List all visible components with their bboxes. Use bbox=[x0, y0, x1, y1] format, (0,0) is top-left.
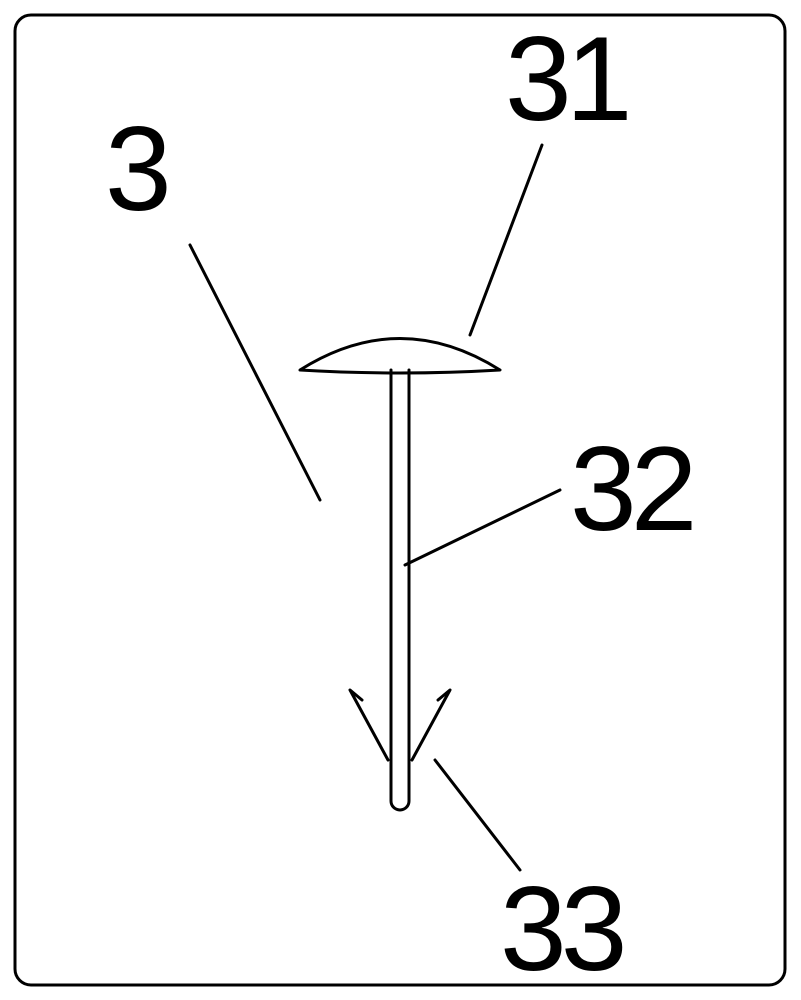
part-shaft bbox=[391, 370, 409, 810]
leader-l31 bbox=[470, 145, 542, 335]
leader-l3 bbox=[190, 245, 320, 500]
part-barb-right bbox=[412, 690, 450, 760]
part-cap bbox=[300, 339, 500, 374]
label-l33: 33 bbox=[500, 862, 623, 996]
label-l3: 3 bbox=[105, 102, 167, 236]
label-l32: 32 bbox=[570, 422, 692, 556]
label-l31: 31 bbox=[505, 12, 627, 146]
leader-l32 bbox=[405, 490, 560, 565]
part-barb-left bbox=[350, 690, 388, 760]
leader-l33 bbox=[435, 760, 520, 870]
